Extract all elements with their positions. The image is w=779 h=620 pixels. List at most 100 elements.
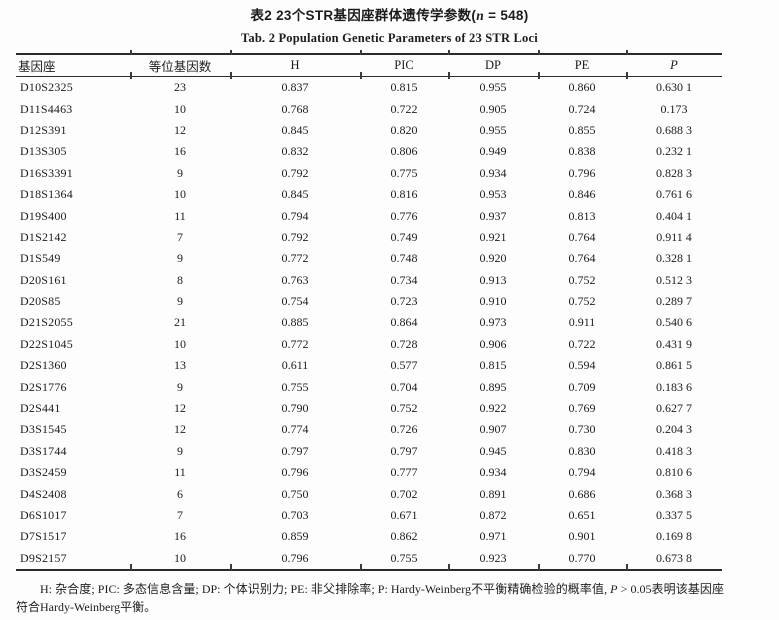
cell-p: 0.761 6 bbox=[656, 187, 692, 202]
cell-dp: 0.955 bbox=[479, 122, 507, 137]
table-row: D1S549 9 0.772 0.748 0.920 0.764 0.328 1 bbox=[16, 248, 722, 269]
cell-pic: 0.722 bbox=[390, 101, 418, 116]
cell-pe: 0.722 bbox=[568, 336, 596, 351]
table-row: D11S4463 10 0.768 0.722 0.905 0.724 0.173 bbox=[16, 98, 722, 119]
cell-pe: 0.813 bbox=[568, 208, 596, 223]
table-row: D1S2142 7 0.792 0.749 0.921 0.764 0.911 4 bbox=[16, 227, 722, 248]
cell-alleles: 11 bbox=[174, 465, 186, 480]
column-rule-tick bbox=[360, 50, 362, 55]
cell-pic: 0.726 bbox=[390, 422, 418, 437]
cell-pe: 0.752 bbox=[568, 294, 596, 309]
column-rule-tick bbox=[360, 564, 362, 570]
cell-p: 0.368 3 bbox=[656, 486, 692, 501]
column-rule-tick bbox=[130, 50, 132, 55]
cell-alleles: 9 bbox=[177, 294, 183, 309]
table-row: D6S1017 7 0.703 0.671 0.872 0.651 0.337 5 bbox=[16, 505, 722, 526]
cell-p: 0.232 1 bbox=[656, 144, 692, 159]
cell-p: 0.861 5 bbox=[656, 358, 692, 373]
cell-locus: D4S2408 bbox=[20, 486, 67, 501]
table-row: D3S2459 11 0.796 0.777 0.934 0.794 0.810 6 bbox=[16, 462, 722, 483]
cell-pe: 0.838 bbox=[568, 144, 596, 159]
cell-h: 0.750 bbox=[281, 486, 309, 501]
cell-dp: 0.937 bbox=[479, 208, 507, 223]
cell-h: 0.768 bbox=[281, 101, 309, 116]
column-header-alleles: 等位基因数 bbox=[130, 54, 230, 77]
table-title-english: Tab. 2 Population Genetic Parameters of … bbox=[241, 31, 538, 45]
cell-dp: 0.921 bbox=[479, 229, 507, 244]
cell-h: 0.772 bbox=[281, 251, 309, 266]
cell-p: 0.337 5 bbox=[656, 508, 692, 522]
cell-p: 0.404 1 bbox=[656, 208, 692, 223]
cell-dp: 0.949 bbox=[479, 144, 507, 159]
cell-pic: 0.723 bbox=[390, 294, 418, 309]
title-cn-n-symbol: n bbox=[476, 8, 485, 23]
cell-p: 0.828 3 bbox=[656, 165, 692, 180]
column-rule-tick bbox=[626, 50, 628, 55]
genetics-table-wrap: 基因座 等位基因数 H PIC DP PE P D10S2325 23 0.837 0.815 0.… bbox=[16, 50, 722, 571]
cell-alleles: 10 bbox=[174, 336, 186, 351]
cell-locus: D3S1744 bbox=[20, 443, 67, 458]
cell-dp: 0.891 bbox=[479, 486, 507, 501]
cell-pic: 0.862 bbox=[390, 529, 418, 544]
cell-dp: 0.922 bbox=[479, 401, 507, 416]
table-row: D16S3391 9 0.792 0.775 0.934 0.796 0.828 3 bbox=[16, 163, 722, 184]
cell-locus: D20S161 bbox=[20, 272, 67, 287]
cell-p: 0.512 3 bbox=[656, 272, 692, 287]
cell-p: 0.911 4 bbox=[656, 229, 692, 244]
cell-locus: D10S2325 bbox=[20, 80, 73, 95]
cell-alleles: 9 bbox=[177, 165, 183, 180]
cell-locus: D2S1360 bbox=[20, 358, 67, 373]
footnote-p-symbol: P bbox=[610, 581, 618, 596]
cell-h: 0.763 bbox=[281, 272, 309, 287]
cell-pe: 0.709 bbox=[568, 379, 596, 394]
cell-alleles: 7 bbox=[177, 508, 183, 522]
cell-dp: 0.934 bbox=[479, 165, 507, 180]
cell-p: 0.630 1 bbox=[656, 80, 692, 95]
column-header-pic: PIC bbox=[360, 54, 448, 77]
cell-pe: 0.796 bbox=[568, 165, 596, 180]
cell-alleles: 9 bbox=[177, 379, 183, 394]
cell-pic: 0.749 bbox=[390, 229, 418, 244]
cell-pe: 0.730 bbox=[568, 422, 596, 437]
cell-dp: 0.971 bbox=[479, 529, 507, 544]
table-footnote: H: 杂合度; PIC: 多态信息含量; DP: 个体识别力; PE: 非父排除… bbox=[16, 580, 724, 617]
table-row: D2S1360 13 0.611 0.577 0.815 0.594 0.861 5 bbox=[16, 355, 722, 376]
cell-locus: D6S1017 bbox=[20, 508, 67, 522]
cell-alleles: 21 bbox=[174, 315, 186, 330]
header-row: 基因座 等位基因数 H PIC DP PE P bbox=[16, 54, 722, 77]
cell-pe: 0.651 bbox=[568, 508, 596, 522]
cell-p: 0.173 bbox=[660, 101, 688, 116]
column-header-dp: DP bbox=[448, 54, 538, 77]
cell-pic: 0.748 bbox=[390, 251, 418, 266]
column-rule-tick bbox=[448, 50, 450, 55]
cell-h: 0.772 bbox=[281, 336, 309, 351]
cell-pe: 0.724 bbox=[568, 101, 596, 116]
column-rule-tick bbox=[448, 564, 450, 570]
cell-h: 0.790 bbox=[281, 401, 309, 416]
cell-pic: 0.776 bbox=[390, 208, 418, 223]
cell-pe: 0.764 bbox=[568, 229, 596, 244]
cell-pe: 0.594 bbox=[568, 358, 596, 373]
table-row: D12S391 12 0.845 0.820 0.955 0.855 0.688 3 bbox=[16, 120, 722, 141]
cell-p: 0.431 9 bbox=[656, 336, 692, 351]
cell-pic: 0.577 bbox=[390, 358, 418, 373]
cell-alleles: 23 bbox=[174, 80, 186, 95]
cell-pic: 0.820 bbox=[390, 122, 418, 137]
cell-pe: 0.764 bbox=[568, 251, 596, 266]
cell-pe: 0.901 bbox=[568, 529, 596, 544]
cell-pic: 0.797 bbox=[390, 443, 418, 458]
cell-alleles: 8 bbox=[177, 272, 183, 287]
table-row: D3S1545 12 0.774 0.726 0.907 0.730 0.204 3 bbox=[16, 419, 722, 440]
column-rule-tick bbox=[130, 72, 132, 79]
cell-p: 0.183 6 bbox=[656, 379, 692, 394]
table-row: D22S1045 10 0.772 0.728 0.906 0.722 0.431 9 bbox=[16, 334, 722, 355]
table-row: D20S161 8 0.763 0.734 0.913 0.752 0.512 3 bbox=[16, 270, 722, 291]
cell-p: 0.169 8 bbox=[656, 529, 692, 544]
cell-alleles: 7 bbox=[177, 229, 183, 244]
cell-p: 0.627 7 bbox=[656, 401, 692, 416]
cell-pic: 0.775 bbox=[390, 165, 418, 180]
cell-dp: 0.945 bbox=[479, 443, 507, 458]
cell-alleles: 16 bbox=[174, 529, 186, 544]
column-rule-tick bbox=[538, 50, 540, 55]
cell-h: 0.703 bbox=[281, 508, 309, 522]
